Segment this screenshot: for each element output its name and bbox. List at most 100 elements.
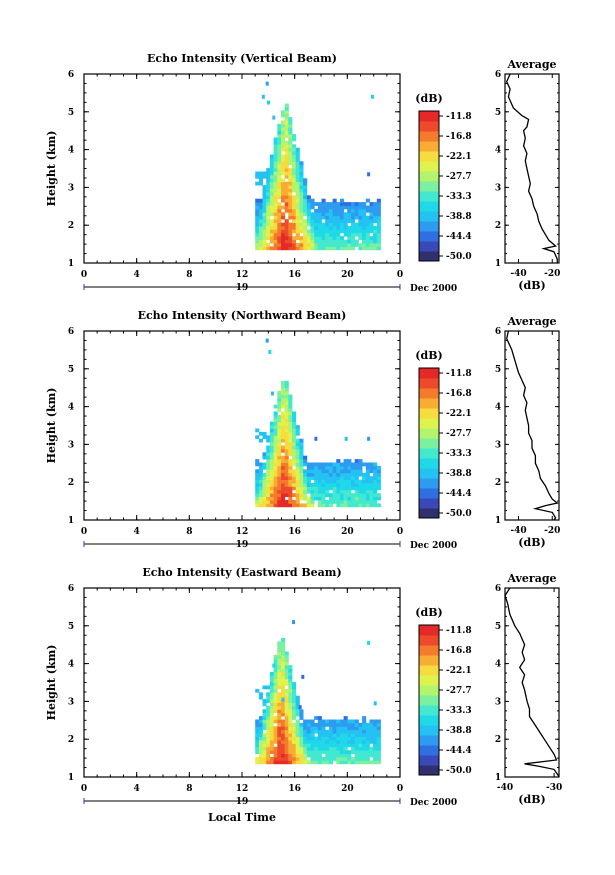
heatmap-cell: [255, 226, 260, 230]
heatmap-cell: [277, 408, 282, 412]
heatmap-cell: [281, 147, 286, 152]
heatmap-cell: [292, 157, 297, 162]
y-tick-label: 5: [68, 622, 74, 632]
heatmap-cell: [314, 219, 319, 223]
heatmap-cell: [321, 493, 326, 497]
heatmap-cell: [303, 462, 308, 467]
heatmap-cell: [332, 219, 337, 223]
heatmap-cell: [306, 208, 311, 213]
heatmap-cell: [292, 188, 297, 193]
heatmap-cell: [273, 661, 278, 666]
profile-y-tick-label: 6: [495, 584, 501, 594]
heatmap-cell: [281, 486, 286, 491]
heatmap-cell: [284, 442, 289, 446]
heatmap-cell: [373, 750, 378, 754]
heatmap-cell: [258, 496, 263, 501]
heatmap-cell: [269, 191, 274, 196]
heatmap-cell: [281, 644, 286, 649]
heatmap-cell: [281, 641, 286, 646]
heatmap-cell: [288, 431, 293, 436]
heatmap-cell: [332, 746, 337, 751]
heatmap-cell: [295, 246, 300, 251]
colorbar-tick-label: -11.8: [446, 369, 472, 379]
heatmap-cell: [292, 503, 297, 508]
heatmap-cell: [299, 750, 304, 754]
heatmap-cell: [262, 202, 267, 206]
heatmap-cell: [284, 445, 289, 450]
heatmap-cell: [365, 208, 370, 213]
heatmap-cell: [292, 733, 297, 737]
heatmap-cell: [284, 740, 289, 744]
heatmap-cell: [299, 205, 304, 210]
heatmap-cell: [354, 722, 359, 727]
heatmap-cell: [292, 702, 297, 707]
heatmap-cell: [284, 459, 289, 463]
heatmap-cell: [266, 226, 271, 230]
heatmap-cell: [277, 195, 282, 200]
heatmap-cell: [303, 733, 308, 737]
colorbar-tick-label: -27.7: [446, 172, 472, 182]
plot-frame: [83, 330, 401, 521]
heatmap-cell: [373, 483, 378, 487]
heatmap-cell: [288, 243, 293, 247]
heatmap-cell: [292, 428, 297, 433]
heatmap-cell: [295, 705, 300, 710]
heatmap-cell: [269, 442, 274, 446]
heatmap-cell: [328, 215, 333, 220]
heatmap-cell: [332, 236, 337, 240]
heatmap-cell: [295, 178, 300, 183]
heatmap-cell: [354, 232, 359, 237]
heatmap-cell: [295, 726, 300, 731]
heatmap-cell: [321, 729, 326, 734]
heatmap-cell: [351, 212, 356, 217]
heatmap-cell: [266, 736, 271, 741]
echo-point: [344, 436, 348, 441]
heatmap-cell: [362, 736, 367, 741]
heatmap-cell: [292, 726, 297, 731]
heatmap-cell: [362, 202, 367, 206]
colorbar-tick-label: -16.8: [446, 132, 472, 142]
heatmap-cell: [358, 733, 363, 737]
heatmap-cell: [299, 212, 304, 217]
heatmap-cell: [306, 736, 311, 741]
heatmap-cell: [269, 421, 274, 426]
heatmap-cell: [281, 164, 286, 169]
heatmap-cell: [292, 246, 297, 251]
heatmap-cell: [347, 757, 352, 761]
heatmap-cell: [362, 243, 367, 247]
heatmap-cell: [343, 746, 348, 751]
heatmap-cell: [295, 743, 300, 748]
heatmap-cell: [336, 205, 341, 210]
heatmap-cell: [269, 202, 274, 206]
heatmap-cell: [328, 753, 333, 758]
colorbar-segment: [419, 408, 439, 419]
heatmap-cell: [288, 438, 293, 443]
heatmap-cell: [369, 500, 374, 504]
heatmap-cell: [277, 435, 282, 440]
heatmap-cell: [262, 208, 267, 213]
x-tick-label: 0: [397, 527, 403, 537]
profile-title: Average: [506, 58, 556, 71]
heatmap-cell: [281, 472, 286, 477]
heatmap-cell: [321, 246, 326, 251]
heatmap-cell: [273, 168, 278, 172]
heatmap-cell: [317, 750, 322, 754]
heatmap-cell: [358, 736, 363, 741]
colorbar-segment: [419, 438, 439, 449]
heatmap-cell: [373, 226, 378, 230]
heatmap-cell: [262, 483, 267, 487]
colorbar-tick-label: -44.4: [446, 489, 472, 499]
heatmap-cell: [281, 654, 286, 659]
heatmap-cell: [325, 232, 330, 237]
heatmap-cell: [262, 743, 267, 748]
heatmap-cell: [362, 753, 367, 758]
heatmap-cell: [299, 208, 304, 213]
heatmap-cell: [351, 462, 356, 467]
heatmap-cell: [295, 151, 300, 155]
heatmap-cell: [269, 239, 274, 244]
heatmap-cell: [328, 219, 333, 223]
heatmap-cell: [347, 729, 352, 734]
heatmap-cell: [273, 188, 278, 193]
heatmap-cell: [292, 198, 297, 203]
heatmap-cell: [281, 198, 286, 203]
